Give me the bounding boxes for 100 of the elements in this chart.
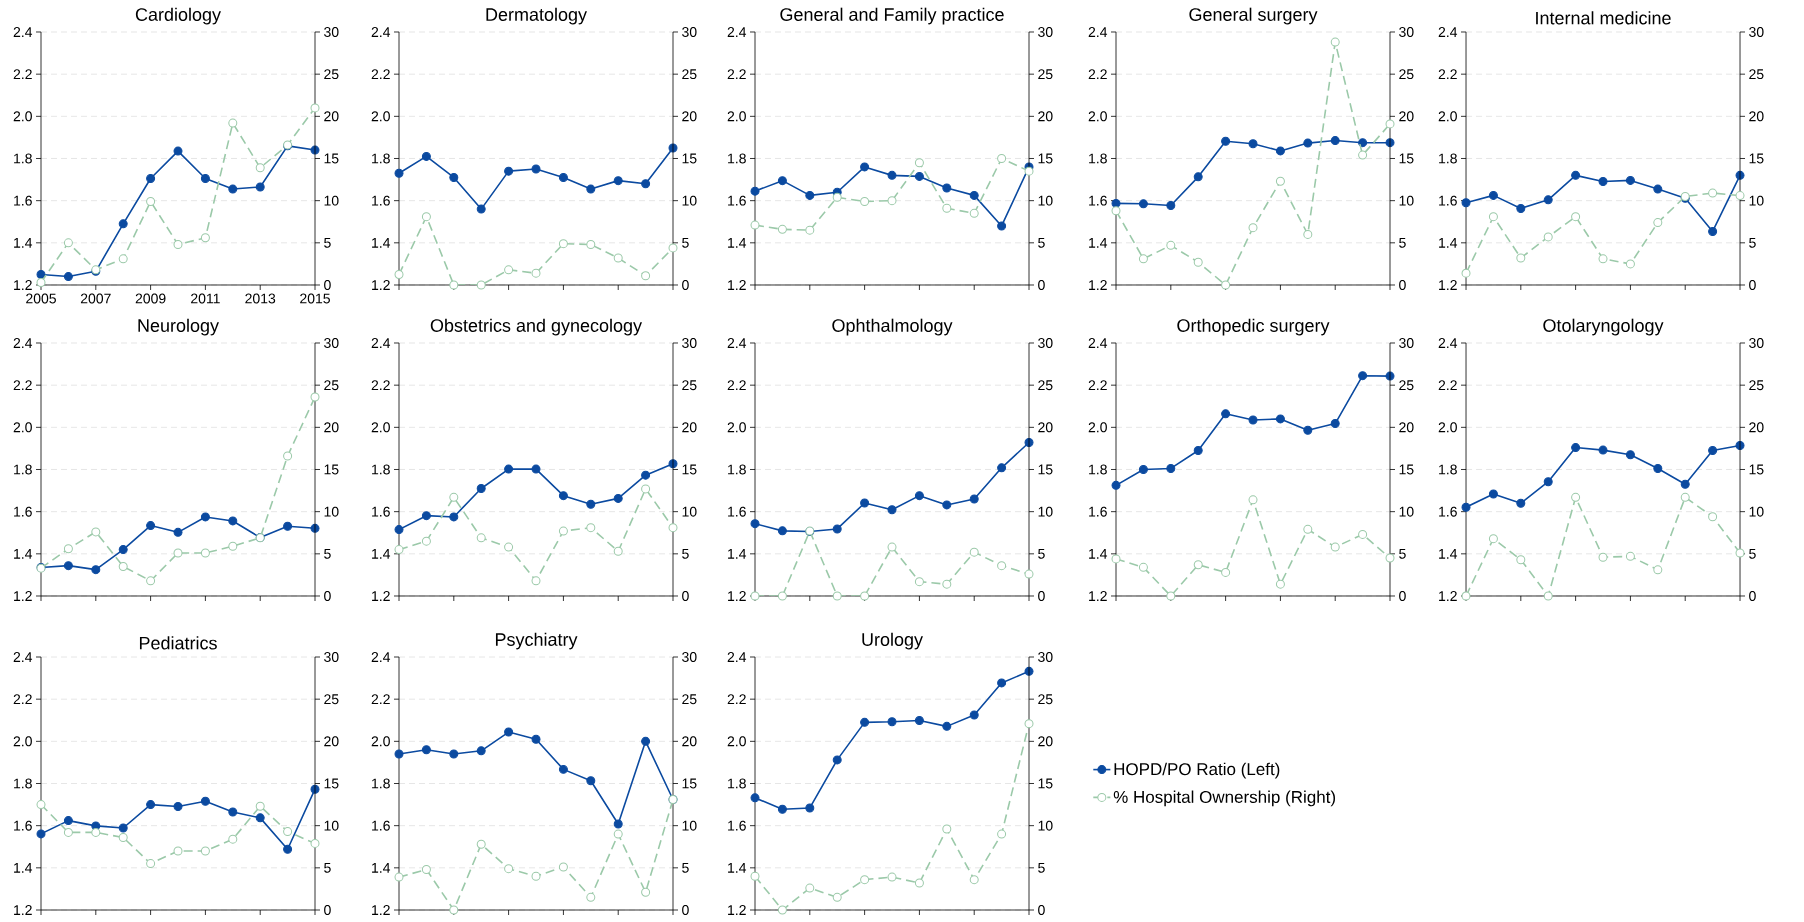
y-tick-label: 1.6 [728, 820, 746, 831]
y-tick-label: 1.4 [1439, 549, 1458, 559]
legend-label: HOPD/PO Ratio (Left) [1114, 762, 1280, 779]
y-tick-label: 2.2 [1438, 380, 1457, 391]
y-tick-label: 2.4 [1438, 27, 1458, 37]
y-tick-label: 2.4 [371, 27, 391, 37]
y2-tick-label: 20 [1749, 111, 1764, 122]
y2-tick-label: 5 [1038, 548, 1045, 559]
y2-tick-label: 20 [1038, 422, 1053, 433]
y2-tick-label: 10 [324, 820, 339, 831]
x-tick-label: 2013 [245, 293, 276, 304]
y2-tick-label: 10 [682, 820, 697, 831]
y-tick-label: 1.8 [14, 464, 32, 475]
y-tick-label: 1.6 [372, 506, 390, 517]
y-tick-label: 2.0 [13, 111, 32, 122]
y2-tick-label: 25 [324, 69, 339, 80]
y2-tick-label: 5 [324, 237, 331, 248]
y2-tick-label: 20 [682, 422, 697, 433]
y-tick-label: 1.2 [1089, 591, 1107, 601]
y2-tick-label: 10 [682, 195, 697, 206]
y2-tick-label: 10 [1038, 506, 1053, 517]
y2-tick-label: 10 [1038, 195, 1053, 206]
y2-tick-label: 5 [1749, 237, 1756, 248]
y2-tick-label: 15 [324, 778, 339, 789]
x-tick-label: 2011 [191, 293, 220, 304]
y-tick-label: 2.2 [1438, 69, 1457, 80]
y-tick-label: 2.0 [1088, 422, 1107, 433]
y-tick-label: 2.2 [727, 694, 746, 705]
chart-title: General and Family practice [780, 7, 1004, 25]
y2-tick-label: 20 [682, 111, 697, 122]
y2-tick-label: 30 [682, 338, 697, 348]
y-tick-label: 2.2 [1088, 69, 1107, 80]
y2-tick-label: 20 [1038, 111, 1053, 122]
y2-tick-label: 25 [324, 694, 339, 705]
y2-tick-label: 25 [1399, 69, 1414, 80]
y-tick-label: 2.0 [1438, 422, 1457, 433]
chart-title: General surgery [1189, 7, 1318, 25]
y-tick-label: 1.2 [372, 280, 390, 290]
y-tick-label: 2.4 [13, 338, 33, 348]
y2-tick-label: 5 [682, 237, 689, 248]
y2-tick-label: 15 [1749, 464, 1764, 475]
y2-tick-label: 5 [324, 862, 331, 873]
y2-tick-label: 30 [682, 652, 697, 662]
y-tick-label: 1.2 [372, 905, 390, 915]
legend-label: % Hospital Ownership (Right) [1113, 790, 1336, 807]
y-tick-label: 2.4 [13, 27, 33, 37]
y-tick-label: 1.2 [14, 591, 32, 601]
y-tick-label: 2.2 [13, 694, 32, 705]
y2-tick-label: 0 [682, 591, 689, 601]
y-tick-label: 1.6 [1439, 195, 1457, 206]
y2-tick-label: 25 [1038, 694, 1053, 705]
y2-tick-label: 20 [1399, 422, 1414, 433]
y-tick-label: 1.4 [14, 549, 33, 559]
y2-tick-label: 25 [1749, 380, 1764, 391]
y-tick-label: 1.4 [14, 238, 33, 248]
y-tick-label: 2.4 [13, 652, 33, 662]
y2-tick-label: 30 [1399, 338, 1414, 348]
chart-title: Orthopedic surgery [1177, 318, 1330, 336]
y2-tick-label: 15 [1038, 778, 1053, 789]
y2-tick-label: 15 [324, 464, 339, 475]
y2-tick-label: 25 [324, 380, 339, 391]
y-tick-label: 2.0 [371, 736, 390, 747]
y-tick-label: 1.8 [728, 153, 746, 164]
y2-tick-label: 30 [1038, 27, 1053, 37]
y-tick-label: 1.6 [1089, 195, 1107, 206]
y-tick-label: 1.8 [1089, 153, 1107, 164]
y2-tick-label: 20 [1038, 736, 1053, 747]
y2-tick-label: 10 [1749, 506, 1764, 517]
y-tick-label: 2.4 [371, 338, 391, 348]
x-tick-label: 2015 [300, 293, 330, 304]
y2-tick-label: 0 [1038, 591, 1045, 601]
y2-tick-label: 0 [1399, 591, 1406, 601]
y-tick-label: 2.0 [727, 736, 746, 747]
y2-tick-label: 0 [1038, 905, 1045, 915]
y2-tick-label: 5 [1399, 237, 1406, 248]
y2-tick-label: 25 [1038, 380, 1053, 391]
y-tick-label: 1.8 [1439, 153, 1457, 164]
y-tick-label: 1.8 [1439, 464, 1457, 475]
y2-tick-label: 30 [1749, 338, 1764, 348]
y2-tick-label: 0 [682, 280, 689, 290]
chart-title: Internal medicine [1536, 11, 1671, 25]
y2-tick-label: 5 [682, 548, 689, 559]
y-tick-label: 2.2 [727, 69, 746, 80]
y-tick-label: 2.4 [727, 652, 747, 662]
y-tick-label: 1.4 [728, 238, 747, 248]
y2-tick-label: 10 [1749, 195, 1764, 206]
y2-tick-label: 25 [682, 694, 697, 705]
y-tick-label: 1.6 [1089, 506, 1107, 517]
y-tick-label: 2.2 [13, 380, 32, 391]
y-tick-label: 1.4 [372, 549, 391, 559]
y-tick-label: 2.4 [727, 338, 747, 348]
y-tick-label: 1.2 [728, 905, 746, 915]
y2-tick-label: 10 [324, 195, 339, 206]
y2-tick-label: 25 [1038, 69, 1053, 80]
y2-tick-label: 20 [324, 422, 339, 433]
y2-tick-label: 0 [1038, 280, 1045, 290]
y2-tick-label: 25 [682, 69, 697, 80]
chart-title: Cardiology [135, 7, 221, 25]
y-tick-label: 1.6 [14, 195, 32, 206]
y-tick-label: 1.6 [14, 506, 32, 517]
